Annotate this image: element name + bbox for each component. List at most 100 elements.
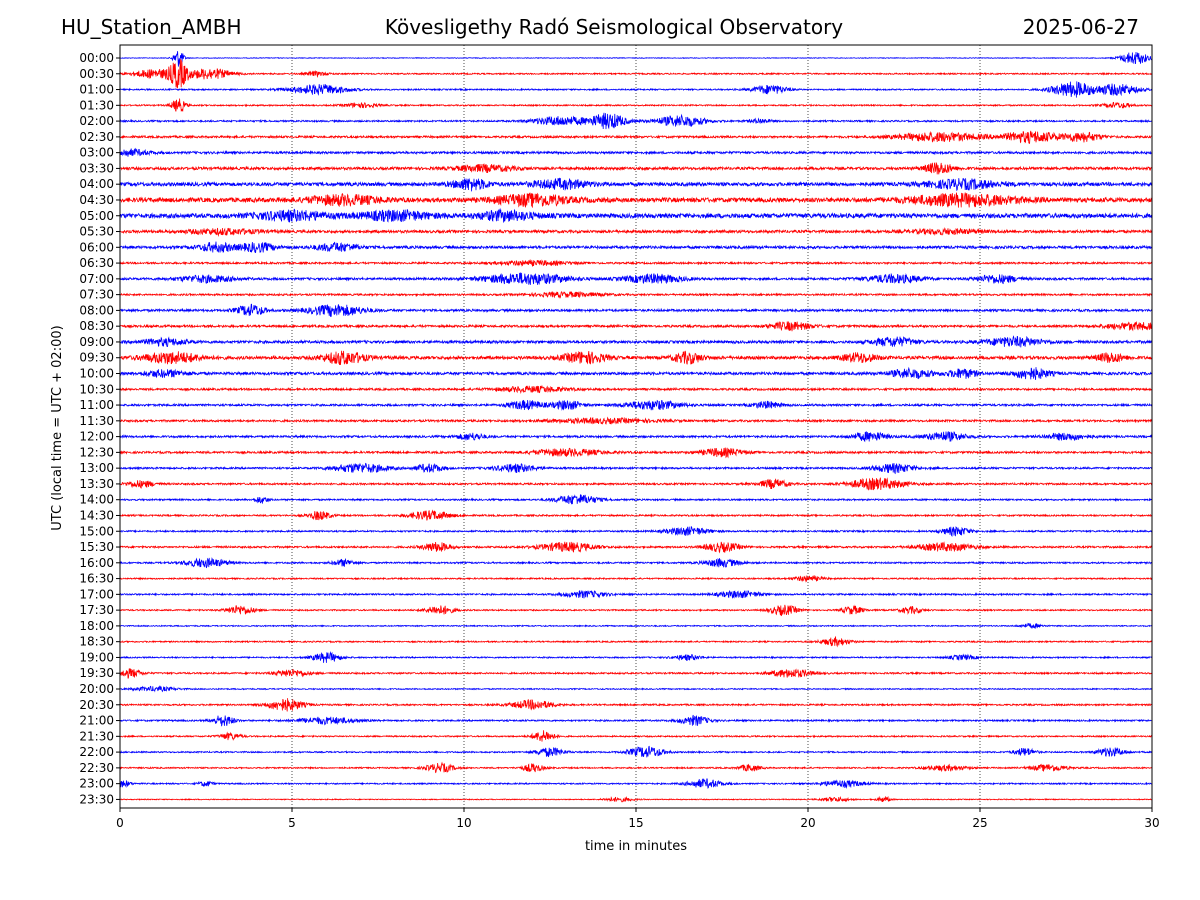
trace-0600 [119,241,1152,253]
station-label: HU_Station_AMBH [61,15,242,39]
y-tick-label: 20:00 [79,682,114,696]
y-tick-label: 14:30 [79,508,114,522]
trace-0330 [119,161,1153,175]
trace-1630 [119,575,1153,583]
y-tick-label: 07:00 [79,272,114,286]
y-tick-label: 13:00 [79,461,114,475]
trace-0400 [119,177,1153,192]
date-label: 2025-06-27 [1022,15,1139,39]
y-tick-label: 04:00 [79,177,114,191]
y-tick-label: 00:00 [79,51,114,65]
y-tick-label: 10:00 [79,367,114,381]
trace-0230 [119,130,1153,144]
y-tick-label: 21:00 [79,714,114,728]
y-tick-label: 06:00 [79,240,114,254]
trace-1200 [119,431,1153,443]
x-tick-label: 15 [628,816,643,830]
x-axis-label: time in minutes [585,839,687,854]
x-tick-label: 30 [1144,816,1159,830]
trace-1100 [120,399,1153,411]
y-tick-label: 18:30 [79,635,114,649]
y-tick-label: 05:30 [79,225,114,239]
y-tick-label: 04:30 [79,193,114,207]
y-tick-label: 15:00 [79,524,114,538]
trace-2300 [119,778,1153,789]
trace-0530 [119,227,1153,237]
y-tick-label: 22:00 [79,745,114,759]
x-tick-label: 25 [972,816,987,830]
trace-2200 [120,745,1153,758]
trace-1400 [119,494,1153,505]
trace-2000 [119,685,1153,693]
y-tick-label: 12:00 [79,430,114,444]
trace-2130 [119,730,1153,742]
trace-0200 [119,112,1153,130]
y-tick-label: 02:00 [79,114,114,128]
y-tick-label: 20:30 [79,698,114,712]
y-tick-label: 09:00 [79,335,114,349]
y-tick-label: 00:30 [79,67,114,81]
trace-1900 [119,651,1153,663]
y-tick-label: 14:00 [79,493,114,507]
trace-1930 [119,668,1153,679]
trace-2030 [119,698,1153,712]
trace-1430 [119,509,1153,521]
observatory-title: Kövesligethy Radó Seismological Observat… [384,15,844,39]
x-tick-label: 5 [288,816,296,830]
trace-1800 [119,622,1153,629]
trace-1230 [119,447,1153,459]
y-tick-label: 09:30 [79,351,114,365]
trace-2100 [119,714,1153,727]
y-tick-label: 11:30 [79,414,114,428]
trace-0700 [119,272,1153,285]
y-tick-label: 06:30 [79,256,114,270]
x-tick-label: 20 [800,816,815,830]
y-tick-label: 10:30 [79,382,114,396]
y-tick-label: 18:00 [79,619,114,633]
y-tick-label: 22:30 [79,761,114,775]
trace-0100 [119,81,1153,98]
trace-1030 [119,384,1153,395]
y-tick-label: 03:00 [79,146,114,160]
trace-0130 [119,98,1153,113]
y-tick-label: 19:00 [79,650,114,664]
trace-1700 [119,589,1153,599]
y-tick-label: 13:30 [79,477,114,491]
trace-0830 [119,320,1153,332]
y-tick-label: 07:30 [79,288,114,302]
y-tick-label: 17:00 [79,587,114,601]
y-tick-label: 23:30 [79,792,114,806]
y-tick-label: 01:30 [79,98,114,112]
trace-2330 [119,795,1153,803]
y-tick-label: 08:30 [79,319,114,333]
x-tick-label: 0 [116,816,124,830]
trace-1600 [119,557,1153,569]
y-axis-label: UTC (local time = UTC + 02:00) [50,325,65,530]
trace-0930 [119,350,1153,366]
trace-1830 [119,635,1153,648]
y-tick-label: 17:30 [79,603,114,617]
trace-2230 [119,761,1153,774]
y-tick-label: 23:00 [79,777,114,791]
trace-1000 [119,366,1153,380]
y-tick-label: 02:30 [79,130,114,144]
trace-1730 [120,604,1153,617]
trace-1130 [119,416,1153,425]
y-tick-label: 01:00 [79,83,114,97]
trace-0900 [119,335,1153,348]
y-tick-label: 16:00 [79,556,114,570]
x-tick-label: 10 [456,816,471,830]
trace-0030 [119,59,1153,89]
trace-0430 [119,192,1153,208]
trace-0730 [119,290,1153,299]
y-tick-label: 21:30 [79,729,114,743]
y-tick-label: 16:30 [79,572,114,586]
x-tick-labels: 0 5 10 15 20 25 30 [116,808,1160,830]
seismogram-traces [119,51,1153,803]
y-tick-label: 19:30 [79,666,114,680]
trace-1330 [119,477,1153,491]
y-tick-label: 05:00 [79,209,114,223]
y-tick-label: 03:30 [79,161,114,175]
